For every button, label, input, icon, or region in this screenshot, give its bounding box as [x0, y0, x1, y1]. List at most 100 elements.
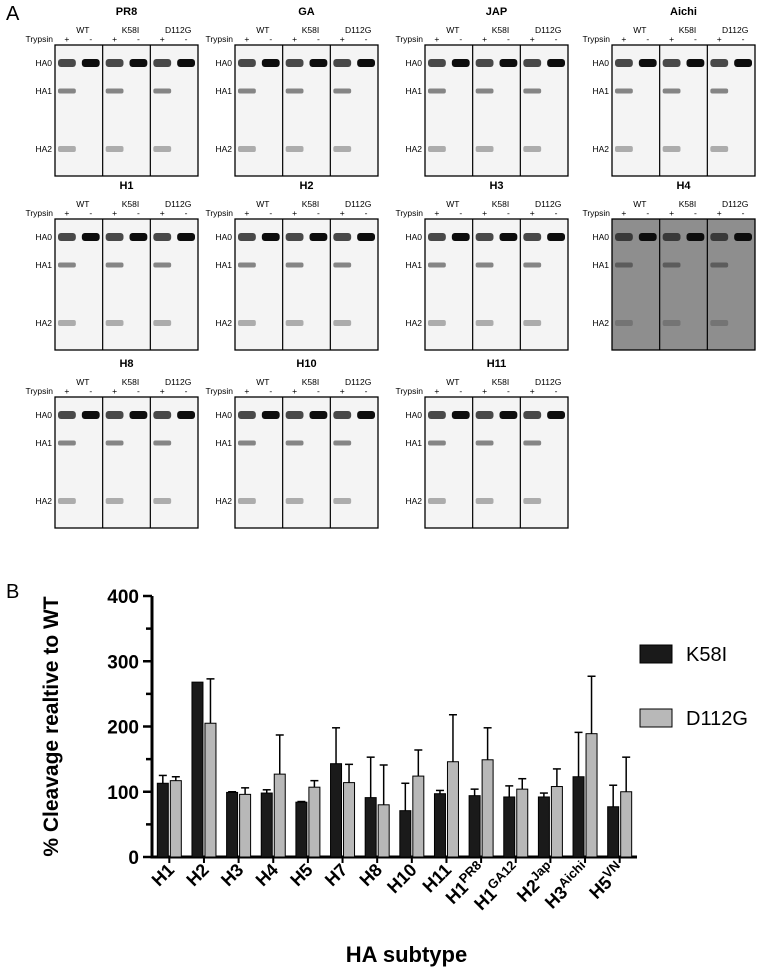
lane-group-label: D112G [722, 25, 748, 35]
legend-label-d112g: D112G [686, 708, 748, 730]
lane-group-label: K58I [679, 25, 697, 35]
band-ha0 [475, 411, 494, 419]
band-ha0 [428, 411, 446, 419]
band-ha0 [153, 411, 172, 419]
trypsin-minus: - [694, 34, 697, 44]
band-ha1 [153, 440, 172, 446]
bar-k58i [260, 792, 273, 858]
lane-group-label: WT [446, 199, 459, 209]
trypsin-minus: - [89, 34, 92, 44]
gel-box [54, 396, 199, 529]
band-ha2 [105, 320, 124, 326]
bar-k58i [191, 681, 204, 858]
trypsin-minus: - [459, 386, 462, 396]
band-ha2 [662, 146, 681, 152]
band-label-ha0: HA0 [215, 410, 232, 420]
band-ha0 [615, 233, 633, 241]
band-ha0 [615, 59, 633, 67]
band-ha0 [333, 411, 352, 419]
band-ha0 [309, 233, 328, 241]
x-tick-label: H5VN [583, 858, 628, 903]
trypsin-plus: + [292, 386, 297, 396]
band-ha1 [285, 262, 304, 268]
band-ha1 [58, 88, 76, 94]
trypsin-plus: + [160, 208, 165, 218]
band-ha0 [309, 59, 328, 67]
trypsin-minus: - [137, 386, 140, 396]
band-ha2 [58, 146, 76, 152]
band-label-ha1: HA1 [35, 438, 52, 448]
gel-title: H3 [489, 180, 503, 192]
bar-k58i [364, 797, 377, 858]
trypsin-minus: - [365, 34, 368, 44]
band-label-ha2: HA2 [215, 144, 232, 154]
band-ha2 [475, 320, 494, 326]
bar-d112g [377, 804, 390, 858]
band-ha2 [710, 320, 729, 326]
lane-group-label: D112G [535, 199, 561, 209]
lane-group-label: D112G [722, 199, 748, 209]
band-label-ha2: HA2 [215, 318, 232, 328]
band-ha1 [523, 440, 542, 446]
band-ha0 [58, 59, 76, 67]
band-label-ha2: HA2 [405, 144, 422, 154]
band-ha0 [81, 233, 100, 241]
gel-box [54, 218, 199, 351]
trypsin-minus: - [555, 386, 558, 396]
lane-group-label: K58I [122, 377, 140, 387]
band-ha2 [662, 320, 681, 326]
lane-group-label: D112G [345, 377, 371, 387]
band-ha2 [105, 146, 124, 152]
band-ha0 [638, 59, 657, 67]
trypsin-minus: - [646, 208, 649, 218]
band-label-ha1: HA1 [405, 86, 422, 96]
trypsin-plus: + [482, 386, 487, 396]
band-ha0 [547, 59, 565, 67]
band-ha0 [638, 233, 657, 241]
band-ha1 [238, 440, 256, 446]
band-ha0 [523, 411, 542, 419]
band-ha1 [238, 88, 256, 94]
trypsin-minus: - [459, 34, 462, 44]
band-ha2 [428, 498, 446, 504]
bar-k58i [503, 796, 516, 858]
lane-group-label: D112G [535, 25, 561, 35]
band-ha1 [662, 262, 681, 268]
band-ha2 [428, 320, 446, 326]
lane-group-label: K58I [122, 25, 140, 35]
band-ha2 [153, 146, 172, 152]
trypsin-plus: + [621, 34, 626, 44]
lane-group-label: WT [76, 25, 89, 35]
band-ha1 [153, 88, 172, 94]
lane-group-label: WT [256, 199, 269, 209]
trypsin-plus: + [340, 386, 345, 396]
band-ha0 [177, 233, 195, 241]
band-label-ha1: HA1 [35, 260, 52, 270]
lane-group-label: K58I [492, 377, 510, 387]
bar-d112g [308, 786, 321, 858]
band-label-ha1: HA1 [592, 86, 609, 96]
band-label-ha2: HA2 [592, 318, 609, 328]
band-label-ha0: HA0 [215, 58, 232, 68]
trypsin-minus: - [365, 386, 368, 396]
band-label-ha0: HA0 [592, 58, 609, 68]
legend-swatch-k58i [639, 644, 673, 664]
band-ha2 [153, 320, 172, 326]
band-ha2 [475, 498, 494, 504]
trypsin-minus: - [89, 386, 92, 396]
band-ha0 [662, 233, 681, 241]
legend-label-k58i: K58I [686, 644, 727, 666]
gel-title: H8 [119, 358, 133, 370]
band-label-ha0: HA0 [405, 58, 422, 68]
trypsin-plus: + [112, 208, 117, 218]
band-ha0 [357, 233, 375, 241]
band-ha1 [475, 440, 494, 446]
lane-group-label: D112G [165, 199, 191, 209]
trypsin-plus: + [292, 34, 297, 44]
trypsin-minus: - [185, 208, 188, 218]
trypsin-minus: - [317, 34, 320, 44]
lane-group-label: WT [446, 25, 459, 35]
